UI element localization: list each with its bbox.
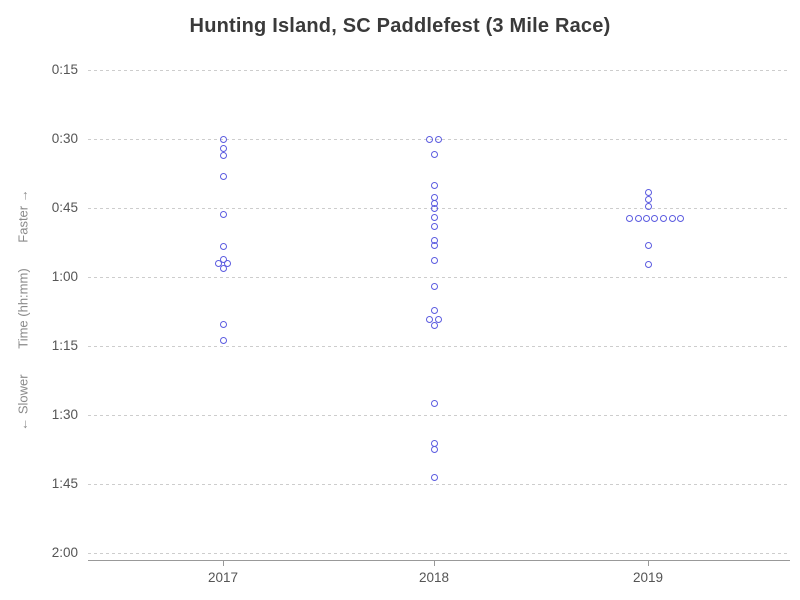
- data-point[interactable]: [215, 259, 222, 267]
- data-point[interactable]: [676, 215, 684, 223]
- gridline: [88, 415, 790, 416]
- y-tick-label: 1:00: [51, 269, 78, 284]
- x-tick-mark: [648, 561, 649, 566]
- chart-title: Hunting Island, SC Paddlefest (3 Mile Ra…: [189, 15, 611, 37]
- data-point[interactable]: [668, 215, 676, 223]
- data-point[interactable]: [430, 222, 438, 230]
- data-point[interactable]: [644, 189, 652, 197]
- data-point[interactable]: [426, 315, 433, 323]
- data-point[interactable]: [430, 204, 438, 212]
- data-point[interactable]: [430, 283, 438, 291]
- y-tick-label: 1:15: [51, 338, 78, 353]
- gridline: [88, 553, 790, 554]
- data-point[interactable]: [644, 242, 652, 250]
- x-tick-label: 2017: [207, 570, 239, 585]
- data-point[interactable]: [430, 446, 438, 454]
- data-point[interactable]: [430, 181, 438, 189]
- x-tick-mark: [223, 561, 224, 566]
- data-point[interactable]: [219, 173, 227, 181]
- data-point[interactable]: [430, 473, 438, 481]
- data-point[interactable]: [651, 215, 659, 223]
- data-point[interactable]: [430, 307, 438, 315]
- y-tick-label: 0:45: [51, 200, 78, 215]
- y-axis-slower-label: ← Slower: [15, 374, 31, 431]
- data-point[interactable]: [634, 215, 642, 223]
- data-point[interactable]: [426, 135, 433, 143]
- data-point[interactable]: [435, 315, 442, 323]
- gridline: [88, 484, 790, 485]
- data-point[interactable]: [430, 257, 438, 265]
- data-point[interactable]: [219, 336, 227, 344]
- data-point[interactable]: [219, 210, 227, 218]
- gridline: [88, 277, 790, 278]
- y-tick-label: 1:30: [51, 407, 78, 422]
- gridline: [88, 346, 790, 347]
- x-axis-line: [88, 560, 790, 561]
- data-point[interactable]: [219, 151, 227, 159]
- data-point[interactable]: [219, 135, 227, 143]
- data-point[interactable]: [659, 215, 667, 223]
- y-tick-label: 1:45: [51, 476, 78, 491]
- x-tick-label: 2018: [418, 570, 450, 585]
- gridline: [88, 70, 790, 71]
- data-point[interactable]: [430, 322, 438, 330]
- data-point[interactable]: [644, 202, 652, 210]
- y-tick-label: 0:15: [51, 62, 78, 77]
- y-tick-label: 2:00: [51, 545, 78, 560]
- data-point[interactable]: [644, 260, 652, 268]
- data-point[interactable]: [219, 321, 227, 329]
- y-tick-label: 0:30: [51, 131, 78, 146]
- y-axis-faster-label: Faster →: [15, 189, 31, 243]
- y-axis-title: ← Slower Time (hh:mm) Faster →: [16, 178, 31, 441]
- data-point[interactable]: [435, 135, 442, 143]
- data-point[interactable]: [430, 242, 438, 250]
- data-point[interactable]: [430, 150, 438, 158]
- data-point[interactable]: [430, 400, 438, 408]
- data-point[interactable]: [642, 215, 650, 223]
- data-point[interactable]: [219, 264, 227, 272]
- data-point[interactable]: [219, 243, 227, 251]
- data-point[interactable]: [224, 259, 231, 267]
- gridline: [88, 208, 790, 209]
- data-point[interactable]: [625, 215, 633, 223]
- data-point[interactable]: [430, 213, 438, 221]
- data-point[interactable]: [219, 255, 227, 263]
- x-tick-mark: [434, 561, 435, 566]
- x-tick-label: 2019: [632, 570, 664, 585]
